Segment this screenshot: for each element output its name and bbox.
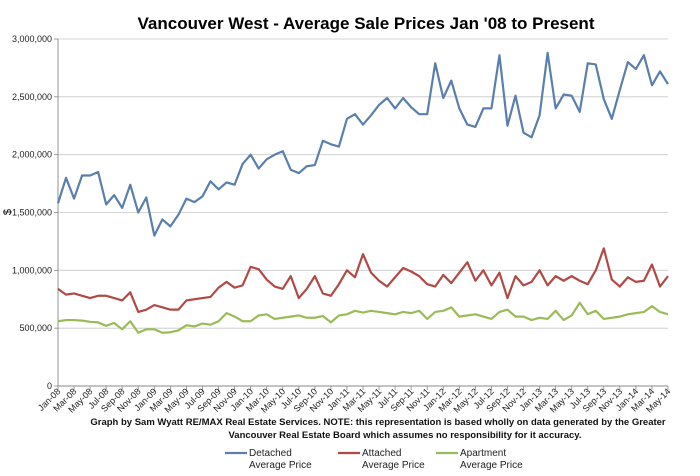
footnote-line-2: Vancouver Real Estate Board which assume… <box>228 430 581 441</box>
y-tick-label: 3,000,000 <box>12 34 52 44</box>
series-line-attached <box>57 247 669 314</box>
y-tick-label: 0 <box>47 381 52 391</box>
y-tick-label: 2,500,000 <box>12 92 52 102</box>
y-tick-label: 500,000 <box>19 323 52 333</box>
legend-label: Average Price <box>362 460 425 471</box>
y-tick-label: 1,500,000 <box>12 208 52 218</box>
series-line-detached <box>56 51 669 237</box>
series-lines <box>56 51 669 334</box>
series-line-apartment <box>57 301 669 334</box>
footnote-line-1: Graph by Sam Wyatt RE/MAX Real Estate Se… <box>90 417 666 428</box>
y-tick-label: 2,000,000 <box>12 150 52 160</box>
legend-label: Average Price <box>249 460 312 471</box>
gridlines <box>58 38 668 329</box>
legend-label: Attached <box>362 448 401 459</box>
legend-label: Detached <box>249 448 292 459</box>
y-axis-label: $ <box>2 209 14 215</box>
legend-label: Average Price <box>460 460 523 471</box>
legend-label: Apartment <box>460 448 506 459</box>
y-tick-label: 1,000,000 <box>12 265 52 275</box>
chart-title: Vancouver West - Average Sale Prices Jan… <box>138 14 595 33</box>
y-axis-ticks: 0 500,000 1,000,000 1,500,000 2,000,000 2,500… <box>12 34 58 391</box>
